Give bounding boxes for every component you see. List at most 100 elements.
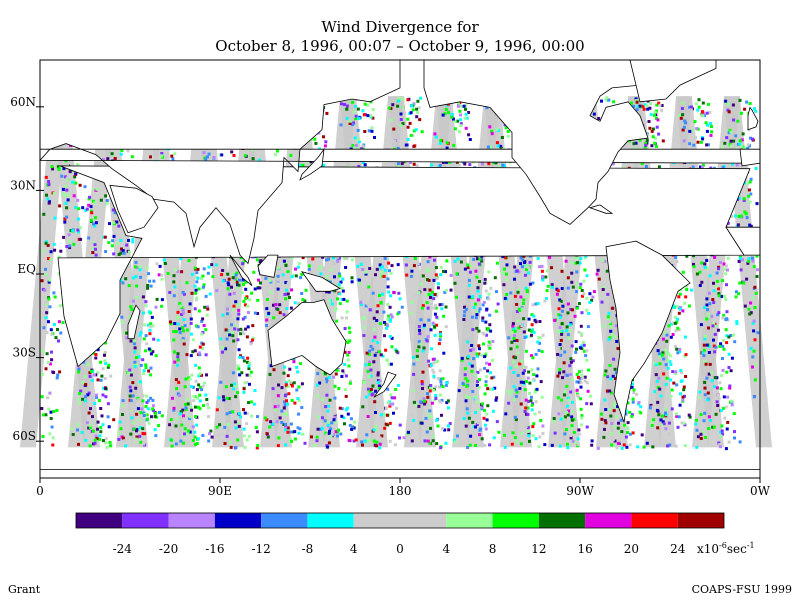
divergence-pixel <box>727 440 731 444</box>
divergence-pixel <box>709 133 713 137</box>
divergence-pixel <box>422 346 426 350</box>
divergence-pixel <box>446 406 450 410</box>
divergence-pixel <box>389 318 393 322</box>
divergence-pixel <box>144 366 148 369</box>
divergence-pixel <box>720 294 724 298</box>
divergence-pixel <box>510 389 514 393</box>
divergence-pixel <box>664 427 668 431</box>
divergence-pixel <box>678 403 682 407</box>
divergence-pixel <box>541 432 545 436</box>
divergence-pixel <box>234 304 238 308</box>
divergence-pixel <box>345 107 349 111</box>
divergence-pixel <box>389 393 393 397</box>
divergence-pixel <box>193 307 197 311</box>
divergence-pixel <box>346 358 350 362</box>
divergence-pixel <box>49 328 53 332</box>
divergence-pixel <box>463 335 467 338</box>
divergence-pixel <box>590 443 594 447</box>
divergence-pixel <box>85 207 89 211</box>
divergence-pixel <box>380 413 383 417</box>
divergence-pixel <box>375 267 379 271</box>
divergence-pixel <box>318 381 322 385</box>
divergence-pixel <box>72 242 76 246</box>
divergence-pixel <box>286 292 290 296</box>
divergence-pixel <box>174 268 178 272</box>
divergence-pixel <box>656 349 660 353</box>
divergence-pixel <box>440 427 444 430</box>
divergence-pixel <box>363 439 367 443</box>
divergence-pixel <box>644 143 648 147</box>
divergence-pixel <box>124 444 128 448</box>
divergence-pixel <box>272 303 275 307</box>
divergence-pixel <box>150 315 154 319</box>
divergence-pixel <box>579 257 583 261</box>
divergence-pixel <box>202 285 205 289</box>
divergence-pixel <box>104 395 108 399</box>
divergence-pixel <box>442 269 445 273</box>
divergence-pixel <box>392 411 395 415</box>
divergence-pixel <box>197 287 201 291</box>
divergence-pixel <box>415 115 419 119</box>
divergence-pixel <box>467 400 471 403</box>
divergence-pixel <box>519 262 522 266</box>
divergence-pixel <box>197 383 201 387</box>
divergence-pixel <box>717 292 721 296</box>
divergence-pixel <box>297 262 301 265</box>
divergence-pixel <box>345 104 349 108</box>
divergence-pixel <box>73 175 77 179</box>
divergence-pixel <box>59 331 63 335</box>
divergence-pixel <box>532 314 536 318</box>
divergence-pixel <box>301 163 305 167</box>
divergence-pixel <box>289 430 293 434</box>
divergence-pixel <box>64 184 68 188</box>
divergence-pixel <box>137 398 141 402</box>
divergence-pixel <box>570 339 574 343</box>
divergence-pixel <box>600 417 604 421</box>
divergence-pixel <box>298 164 302 167</box>
divergence-pixel <box>363 130 367 133</box>
divergence-pixel <box>229 309 233 312</box>
divergence-pixel <box>580 311 584 315</box>
divergence-pixel <box>176 352 180 356</box>
divergence-pixel <box>119 279 123 283</box>
divergence-pixel <box>720 424 724 428</box>
divergence-pixel <box>509 347 513 351</box>
divergence-pixel <box>173 152 177 156</box>
divergence-pixel <box>286 430 290 434</box>
divergence-pixel <box>517 288 521 292</box>
divergence-pixel <box>147 347 151 351</box>
divergence-pixel <box>695 272 699 276</box>
divergence-pixel <box>574 441 578 445</box>
divergence-pixel <box>709 166 713 170</box>
divergence-pixel <box>138 357 141 361</box>
divergence-pixel <box>462 314 466 318</box>
divergence-pixel <box>216 433 220 437</box>
divergence-pixel <box>520 431 523 435</box>
divergence-pixel <box>491 387 495 391</box>
divergence-pixel <box>272 368 276 372</box>
divergence-pixel <box>654 363 658 367</box>
divergence-pixel <box>282 413 286 416</box>
divergence-pixel <box>344 266 348 269</box>
divergence-pixel <box>234 324 237 328</box>
divergence-pixel <box>484 320 488 324</box>
divergence-pixel <box>536 302 540 305</box>
divergence-pixel <box>106 402 110 406</box>
divergence-pixel <box>676 317 679 321</box>
divergence-pixel <box>536 367 540 371</box>
divergence-pixel <box>401 122 405 126</box>
divergence-pixel <box>74 207 78 211</box>
divergence-pixel <box>415 107 419 111</box>
divergence-pixel <box>374 411 377 414</box>
divergence-pixel <box>230 331 234 335</box>
divergence-pixel <box>106 415 110 419</box>
divergence-pixel <box>537 349 541 352</box>
divergence-pixel <box>274 408 277 412</box>
divergence-pixel <box>576 443 580 446</box>
divergence-pixel <box>323 419 327 423</box>
divergence-pixel <box>601 288 605 291</box>
divergence-pixel <box>474 444 478 447</box>
divergence-pixel <box>148 324 152 328</box>
divergence-pixel <box>596 446 600 450</box>
divergence-pixel <box>194 288 198 292</box>
